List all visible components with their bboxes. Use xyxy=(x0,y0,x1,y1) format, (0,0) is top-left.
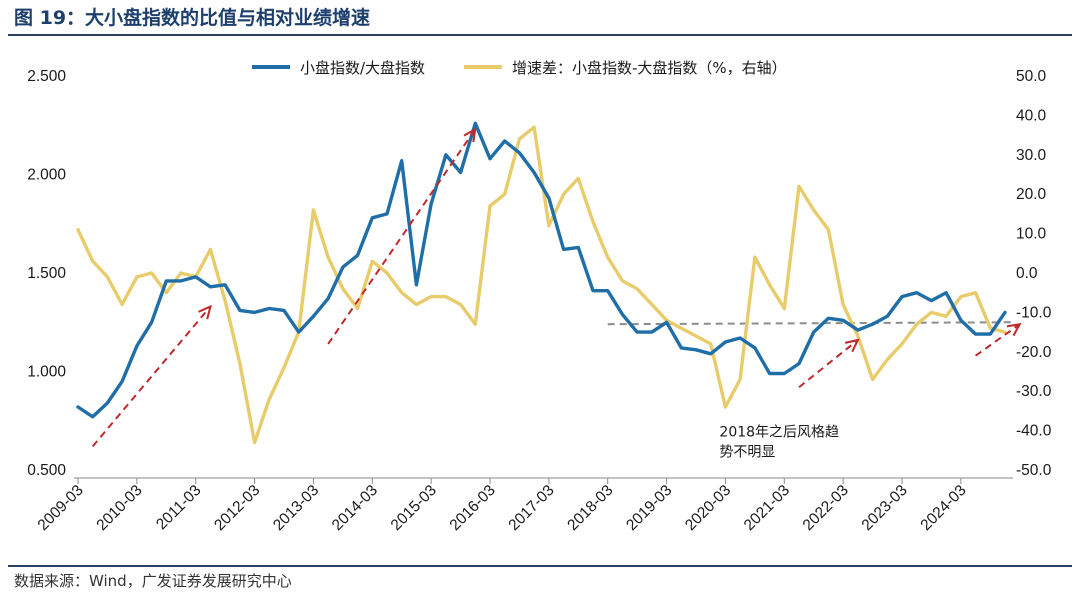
right-tick-label: 20.0 xyxy=(1016,186,1047,203)
left-tick-label: 1.000 xyxy=(27,364,66,381)
x-tick-label: 2012-03 xyxy=(211,482,263,534)
x-tick-label: 2023-03 xyxy=(859,482,911,534)
x-tick-label: 2010-03 xyxy=(93,482,145,534)
right-tick-label: 40.0 xyxy=(1016,107,1047,124)
annotation-line: 势不明显 xyxy=(719,445,775,461)
trend-arrows xyxy=(91,127,1022,448)
legend-label: 增速差：小盘指数-大盘指数（%，右轴） xyxy=(512,59,787,77)
trend-arrow-head xyxy=(1006,322,1022,337)
x-tick-label: 2016-03 xyxy=(447,482,499,534)
trend-arrow-line xyxy=(974,323,1021,357)
x-tick-label: 2014-03 xyxy=(329,482,381,534)
title-rule xyxy=(8,34,1072,36)
x-tick-label: 2013-03 xyxy=(270,482,322,534)
x-axis: 2009-03 2010-03 2011-03 2012-03 2013-03 2014-… xyxy=(35,477,1013,534)
trend-arrow-line xyxy=(798,339,859,389)
right-tick-label: 30.0 xyxy=(1016,147,1047,164)
legend: 小盘指数/大盘指数 增速差：小盘指数-大盘指数（%，右轴） xyxy=(252,59,787,77)
x-tick-label: 2018-03 xyxy=(564,482,616,534)
trend-arrow-line xyxy=(91,305,212,448)
x-tick-label: 2009-03 xyxy=(35,482,87,534)
ratio-series-line xyxy=(76,121,1007,419)
right-tick-label: -20.0 xyxy=(1016,344,1052,361)
series-group xyxy=(76,121,1007,445)
source-rule xyxy=(8,565,1072,567)
x-tick-label: 2024-03 xyxy=(917,482,969,534)
x-tick-label: 2015-03 xyxy=(388,482,440,534)
reference-line xyxy=(607,321,1016,326)
left-tick-label: 2.000 xyxy=(27,167,66,184)
left-tick-label: 1.500 xyxy=(27,265,66,282)
annotation-line: 2018年之后风格趋 xyxy=(719,425,839,441)
reference-dashed-line xyxy=(607,321,1016,326)
right-tick-label: 50.0 xyxy=(1016,68,1047,85)
growth-diff-series-line xyxy=(76,125,1007,445)
right-tick-label: -50.0 xyxy=(1016,462,1052,479)
left-tick-label: 2.500 xyxy=(27,68,66,85)
trend-arrow-head xyxy=(463,127,477,143)
right-tick-label: 10.0 xyxy=(1016,226,1047,243)
x-tick-label: 2019-03 xyxy=(623,482,675,534)
trend-arrow-head xyxy=(198,304,212,320)
right-tick-label: 0.0 xyxy=(1016,265,1038,282)
x-tick-label: 2022-03 xyxy=(800,482,852,534)
right-tick-label: -10.0 xyxy=(1016,304,1052,321)
right-axis-ticks: -50.0 -40.0 -30.0 -20.0 -10.0 0.0 10.0 20.0 30.0… xyxy=(1016,68,1052,479)
right-tick-label: -40.0 xyxy=(1016,423,1052,440)
x-tick-label: 2011-03 xyxy=(153,482,204,533)
left-tick-label: 0.500 xyxy=(27,462,66,479)
right-tick-label: -30.0 xyxy=(1016,383,1052,400)
trend-arrow-line xyxy=(327,128,477,345)
trend-arrow-head xyxy=(844,338,860,353)
x-tick-label: 2017-03 xyxy=(505,482,557,534)
figure-title: 图 19：大小盘指数的比值与相对业绩增速 xyxy=(14,7,371,29)
source-note: 数据来源：Wind，广发证券发展研究中心 xyxy=(14,572,292,590)
x-tick-label: 2020-03 xyxy=(682,482,734,534)
legend-label: 小盘指数/大盘指数 xyxy=(300,59,425,77)
x-tick-label: 2021-03 xyxy=(741,482,793,534)
left-axis-ticks: 0.500 1.000 1.500 2.000 2.500 xyxy=(27,68,66,479)
